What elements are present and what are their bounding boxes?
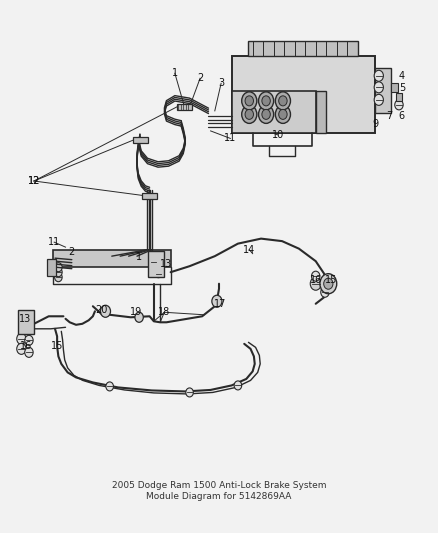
Bar: [142, 192, 157, 198]
Circle shape: [262, 109, 270, 119]
Text: 11: 11: [48, 237, 60, 247]
Circle shape: [25, 348, 33, 357]
Text: 4: 4: [399, 71, 405, 81]
Bar: [53, 249, 171, 267]
Circle shape: [242, 92, 257, 110]
Text: 17: 17: [214, 299, 226, 309]
Bar: [232, 91, 316, 133]
Text: 12: 12: [28, 176, 40, 186]
Circle shape: [242, 106, 257, 123]
Text: 13: 13: [18, 314, 31, 324]
Text: 16: 16: [19, 341, 32, 351]
Circle shape: [276, 106, 290, 123]
Bar: [148, 251, 164, 277]
Circle shape: [320, 273, 337, 294]
Circle shape: [17, 333, 26, 344]
Circle shape: [25, 335, 33, 345]
Circle shape: [55, 268, 62, 277]
Text: 2005 Dodge Ram 1500 Anti-Lock Brake System
Module Diagram for 5142869AA: 2005 Dodge Ram 1500 Anti-Lock Brake Syst…: [112, 481, 326, 500]
Circle shape: [276, 92, 290, 110]
Text: 3: 3: [218, 78, 224, 88]
Circle shape: [258, 106, 274, 123]
Circle shape: [17, 343, 26, 354]
Bar: [248, 41, 358, 56]
Text: 1: 1: [172, 68, 178, 78]
Text: 18: 18: [158, 307, 170, 317]
Circle shape: [135, 312, 143, 322]
Text: 16: 16: [310, 274, 322, 285]
Text: 7: 7: [386, 111, 392, 121]
Circle shape: [279, 96, 287, 106]
Circle shape: [395, 100, 403, 110]
Text: 1: 1: [136, 252, 142, 262]
Circle shape: [262, 96, 270, 106]
Text: 10: 10: [272, 130, 284, 140]
Bar: [232, 56, 374, 133]
Text: 2: 2: [197, 74, 203, 83]
Circle shape: [279, 109, 287, 119]
Text: 2: 2: [68, 247, 74, 257]
Text: 19: 19: [130, 307, 142, 317]
Text: 13: 13: [160, 259, 173, 269]
Circle shape: [55, 273, 62, 282]
Bar: [396, 93, 402, 101]
Text: 15: 15: [325, 274, 337, 285]
Circle shape: [374, 94, 383, 106]
Bar: [391, 83, 398, 92]
Text: 20: 20: [95, 305, 107, 315]
Circle shape: [310, 277, 321, 290]
Text: 14: 14: [243, 245, 255, 255]
Circle shape: [321, 287, 329, 297]
Text: 5: 5: [399, 83, 405, 93]
Bar: [374, 68, 391, 114]
Circle shape: [151, 258, 157, 266]
Text: 11: 11: [224, 133, 237, 143]
Circle shape: [186, 388, 193, 397]
Circle shape: [234, 381, 242, 390]
Circle shape: [155, 270, 162, 278]
Circle shape: [311, 271, 320, 281]
Circle shape: [374, 70, 383, 82]
Text: 9: 9: [373, 119, 379, 130]
Bar: [177, 104, 192, 110]
Text: 12: 12: [28, 176, 40, 186]
Text: 6: 6: [399, 111, 405, 121]
Bar: [133, 137, 148, 143]
Text: 15: 15: [51, 341, 64, 351]
Circle shape: [245, 109, 254, 119]
Bar: [18, 310, 34, 334]
Bar: [316, 91, 326, 133]
Circle shape: [324, 278, 333, 289]
Circle shape: [258, 92, 274, 110]
Circle shape: [100, 305, 110, 317]
Bar: [46, 259, 56, 276]
Circle shape: [106, 382, 113, 391]
Circle shape: [245, 96, 254, 106]
Circle shape: [374, 82, 383, 93]
Circle shape: [55, 263, 62, 272]
Circle shape: [212, 295, 222, 307]
